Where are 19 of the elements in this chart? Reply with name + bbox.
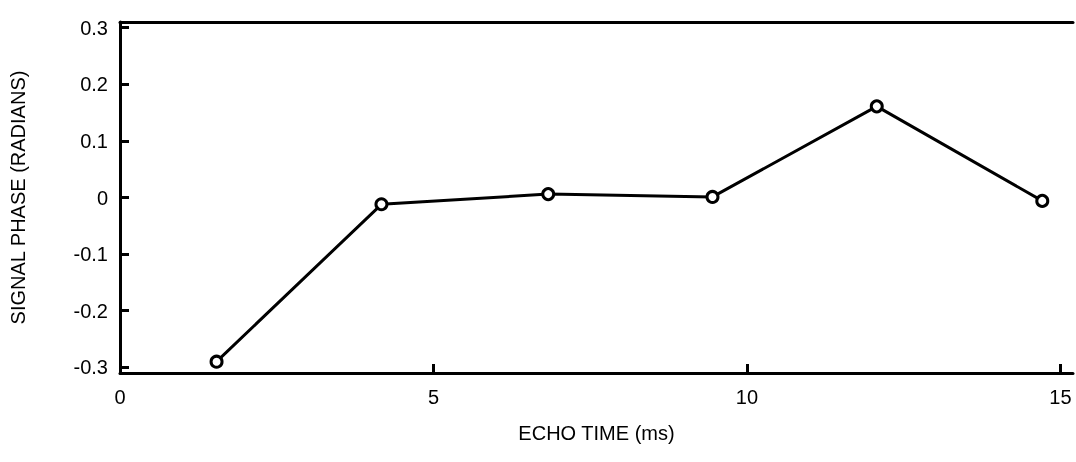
point <box>374 197 389 212</box>
x-axis-title: ECHO TIME (ms) <box>518 422 675 444</box>
x-tick-label: 5 <box>427 386 440 408</box>
y-tick-label: 0 <box>96 186 108 209</box>
x-tick-label: 15 <box>1049 386 1072 408</box>
point <box>1035 193 1050 208</box>
y-tick-label: -0.2 <box>73 299 108 322</box>
x-tick-label: 0 <box>114 386 126 408</box>
x-tick-label: 10 <box>735 386 759 408</box>
y-tick-label: 0.3 <box>80 16 108 39</box>
point <box>541 187 556 202</box>
y-axis-title: SIGNAL PHASE (RADIANS) <box>7 70 29 325</box>
point <box>209 354 224 369</box>
y-tick-label: 0.2 <box>80 73 108 96</box>
point <box>869 99 884 114</box>
y-tick-label: 0.1 <box>80 129 108 152</box>
y-tick-label: -0.3 <box>73 356 108 379</box>
y-tick-label: -0.1 <box>73 243 108 266</box>
point <box>705 189 720 204</box>
